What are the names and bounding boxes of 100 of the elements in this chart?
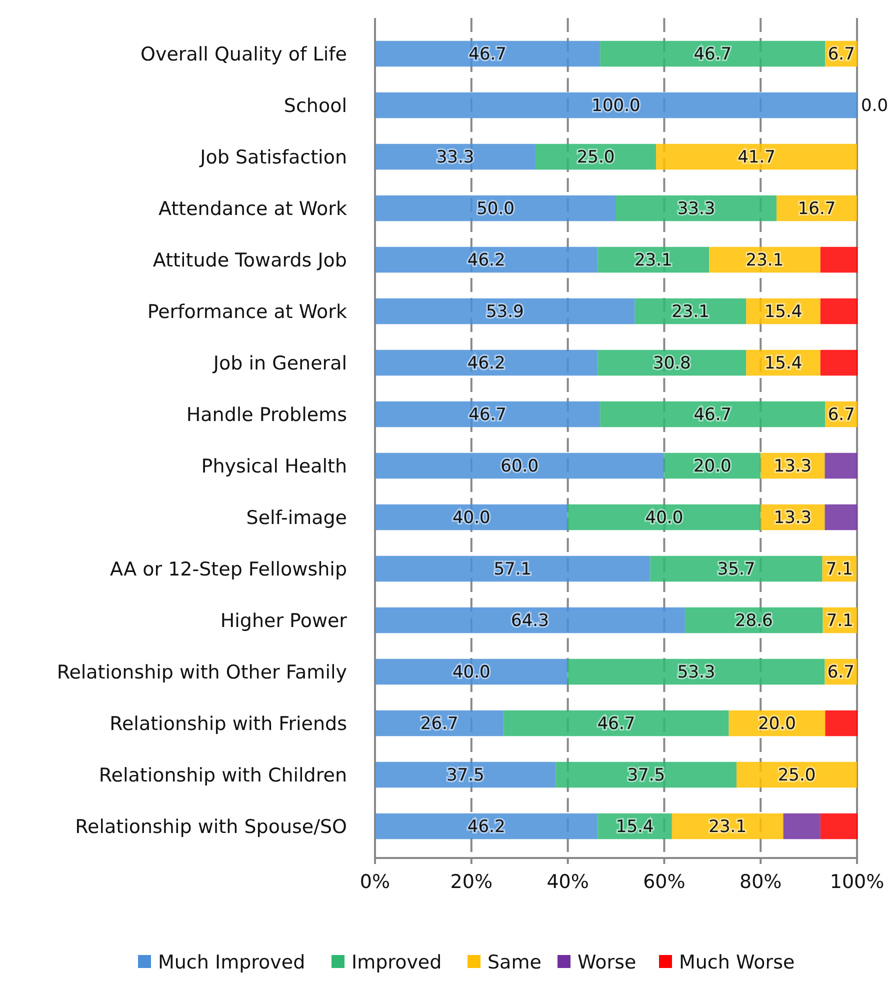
bar [820,298,858,324]
data-label: 26.7 [420,714,458,734]
bar [820,350,858,376]
bar [375,813,598,840]
bar [375,195,616,222]
y-tick-label: Job Satisfaction [199,146,347,168]
data-label: 23.1 [634,250,672,271]
legend-label: Much Improved [158,952,306,974]
data-label: 46.2 [467,354,506,374]
data-label: 6.7 [828,405,855,426]
data-label: 46.2 [467,250,506,271]
data-label: 33.3 [677,199,716,220]
bar [568,504,761,530]
y-tick-label: Relationship with Spouse/SO [75,816,347,838]
data-label: 35.7 [717,560,756,580]
bar [375,504,568,530]
y-tick-label: School [284,94,347,117]
x-tick-label: 20% [450,871,493,893]
data-label: 37.5 [627,766,666,786]
data-label: 60.0 [500,456,539,477]
data-label: 40.0 [452,508,490,528]
data-label: 46.7 [694,44,732,65]
x-tick-label: 0% [360,871,390,893]
bar [375,246,598,273]
data-label: 37.5 [446,766,484,786]
data-label: 53.3 [677,662,716,683]
y-tick-label: Self-image [246,506,347,529]
data-label: 23.1 [672,302,710,322]
data-label: 23.1 [708,817,747,838]
y-tick-label: Relationship with Friends [110,712,347,735]
y-tick-label: Attitude Towards Job [152,249,347,272]
bar [825,710,858,736]
data-label: 15.4 [764,354,802,374]
data-label: 23.1 [746,250,784,271]
data-label: 7.1 [826,611,854,632]
data-label: 20.0 [758,714,796,734]
bar [375,556,650,582]
data-label: 20.0 [693,456,732,477]
y-tick-label: Overall Quality of Life [140,43,347,66]
data-label: 28.6 [734,611,773,632]
bar [783,813,820,840]
data-label: 57.1 [494,560,532,580]
y-tick-label: Relationship with Other Family [56,661,347,684]
data-label: 40.0 [645,508,684,528]
data-label: 15.4 [616,817,654,838]
bar [375,452,664,479]
bar [504,710,729,736]
data-label: 16.7 [798,199,836,220]
bar [375,607,685,634]
bar [600,401,826,428]
data-label: 46.2 [467,817,506,838]
data-label: 46.7 [468,405,506,426]
y-tick-label: Handle Problems [186,404,347,426]
data-label: 7.1 [826,560,853,580]
data-label: 53.9 [486,302,524,322]
bar [820,813,858,840]
bar [375,92,858,118]
data-label: 50.0 [476,199,514,220]
x-tick-label: 60% [643,871,686,893]
y-tick-label: Relationship with Children [98,764,347,786]
bar [600,40,826,67]
data-label: 6.7 [828,44,855,65]
data-label: 41.7 [738,148,776,168]
bar [375,298,635,324]
data-label: 25.0 [576,148,615,168]
bar [375,40,600,67]
bar [375,658,568,685]
y-tick-label: Attendance at Work [158,198,347,220]
legend-label: Same [488,952,542,974]
legend-label: Worse [578,952,636,974]
bar [375,762,556,788]
bar [824,504,858,530]
data-label: 64.3 [511,611,549,632]
data-label: 40.0 [452,662,490,683]
data-label: 100.0 [592,96,640,116]
bar [568,658,825,685]
data-label: 6.7 [827,662,854,683]
data-label: 46.7 [694,405,732,426]
y-tick-label: Performance at Work [147,300,347,323]
y-tick-label: AA or 12-Step Fellowship [110,558,347,580]
y-tick-label: Higher Power [220,610,348,632]
bar [375,350,598,376]
legend-label: Much Worse [679,952,795,974]
x-tick-label: 40% [546,871,589,893]
data-label: 46.7 [468,44,506,65]
data-label: 25.0 [778,766,816,786]
data-label: 13.3 [774,508,812,528]
data-label: 0.0 [861,96,888,116]
data-label: 15.4 [764,302,802,322]
data-label: 30.8 [653,354,691,374]
x-tick-label: 100% [830,871,884,893]
bar [824,452,858,479]
bar [656,144,858,170]
data-label: 33.3 [436,148,474,168]
y-tick-label: Job in General [212,352,347,374]
data-label: 46.7 [597,714,636,734]
x-tick-label: 80% [740,871,782,893]
legend-label: Improved [352,952,442,974]
y-tick-label: Physical Health [201,455,347,478]
bar [820,246,858,273]
